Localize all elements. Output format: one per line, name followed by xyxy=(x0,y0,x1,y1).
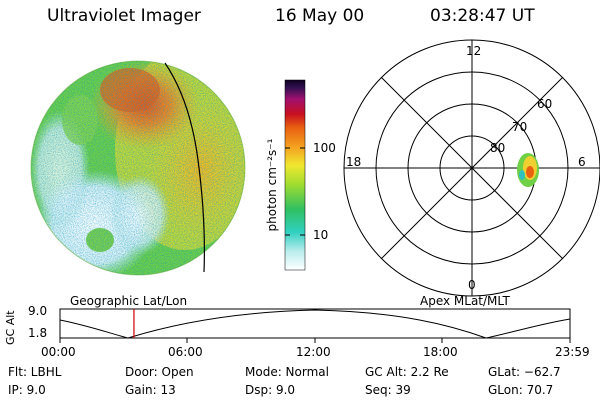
colorbar-tick-10: 10 xyxy=(313,228,329,242)
orbit-altitude-curve xyxy=(59,309,571,339)
gain-info: Gain: 13 xyxy=(125,383,176,397)
orbit-ytick-1_8: 1.8 xyxy=(28,326,48,340)
time-label: 03:28:47 UT xyxy=(430,6,535,26)
mlt-label-0: 0 xyxy=(468,278,476,292)
orbit-xtick-1200: 12:00 xyxy=(296,345,331,359)
orbit-xtick-2359: 23:59 xyxy=(555,345,590,359)
orbit-ylabel: GC Alt xyxy=(4,310,17,345)
ip-info: IP: 9.0 xyxy=(8,383,46,397)
seq-info: Seq: 39 xyxy=(365,383,411,397)
instrument-title: Ultraviolet Imager xyxy=(47,6,201,26)
door-info: Door: Open xyxy=(125,365,194,379)
gcalt-info: GC Alt: 2.2 Re xyxy=(365,365,449,379)
glon-info: GLon: 70.7 xyxy=(488,383,554,397)
terminator-line xyxy=(164,62,205,273)
colorbar-tick-100: 100 xyxy=(313,141,336,155)
mlt-label-6: 6 xyxy=(578,155,586,169)
colorbar xyxy=(284,79,306,271)
orbit-xtick-0600: 06:00 xyxy=(168,345,203,359)
orbit-ytick-9: 9.0 xyxy=(28,304,48,318)
filter-info: Flt: LBHL xyxy=(8,365,62,379)
lat-label-70: 70 xyxy=(512,120,528,134)
aurora-patch xyxy=(517,153,539,187)
date-label: 16 May 00 xyxy=(275,6,365,26)
mlt-label-12: 12 xyxy=(466,44,482,58)
lat-label-60: 60 xyxy=(537,97,553,111)
glat-info: GLat: −62.7 xyxy=(488,365,561,379)
lat-label-80: 80 xyxy=(490,141,506,155)
orbit-xtick-1800: 18:00 xyxy=(423,345,458,359)
mode-info: Mode: Normal xyxy=(245,365,329,379)
apex-panel-label: Apex MLat/MLT xyxy=(420,294,510,308)
geographic-panel-label: Geographic Lat/Lon xyxy=(70,294,188,308)
mlt-label-18: 18 xyxy=(346,155,362,169)
dsp-info: Dsp: 9.0 xyxy=(245,383,296,397)
orbit-xtick-0000: 00:00 xyxy=(41,345,76,359)
